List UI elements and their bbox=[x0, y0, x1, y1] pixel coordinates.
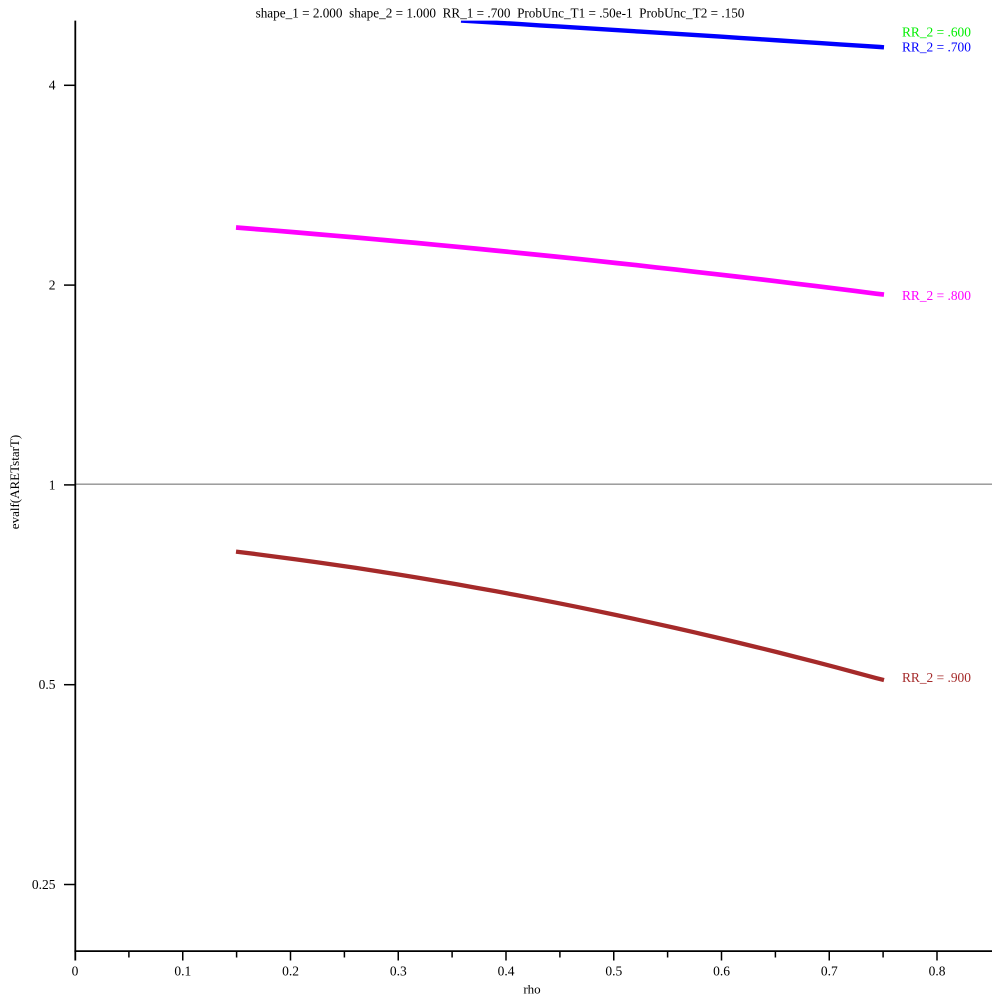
svg-text:0.5: 0.5 bbox=[39, 677, 56, 692]
svg-text:0.3: 0.3 bbox=[390, 964, 407, 979]
svg-text:evalf(ARETstarT): evalf(ARETstarT) bbox=[7, 435, 22, 529]
svg-text:0.1: 0.1 bbox=[174, 964, 191, 979]
svg-text:RR_2 = .600: RR_2 = .600 bbox=[902, 25, 971, 40]
svg-text:0.4: 0.4 bbox=[498, 964, 515, 979]
svg-text:0.8: 0.8 bbox=[929, 964, 946, 979]
svg-text:rho: rho bbox=[523, 981, 540, 996]
svg-text:0: 0 bbox=[72, 964, 79, 979]
svg-text:RR_2 = .900: RR_2 = .900 bbox=[902, 670, 971, 685]
svg-text:4: 4 bbox=[49, 78, 56, 93]
svg-text:RR_2 = .700: RR_2 = .700 bbox=[902, 40, 971, 55]
svg-text:1: 1 bbox=[49, 477, 56, 492]
svg-text:0.2: 0.2 bbox=[282, 964, 299, 979]
svg-text:0.7: 0.7 bbox=[821, 964, 838, 979]
svg-text:0.5: 0.5 bbox=[605, 964, 622, 979]
svg-text:shape_1 = 2.000 shape_2 = 1.0: shape_1 = 2.000 shape_2 = 1.000 RR_1 = .… bbox=[256, 5, 745, 20]
svg-text:RR_2 = .800: RR_2 = .800 bbox=[902, 288, 971, 303]
svg-text:2: 2 bbox=[49, 278, 56, 293]
svg-text:0.6: 0.6 bbox=[713, 964, 730, 979]
svg-text:0.25: 0.25 bbox=[32, 877, 56, 892]
